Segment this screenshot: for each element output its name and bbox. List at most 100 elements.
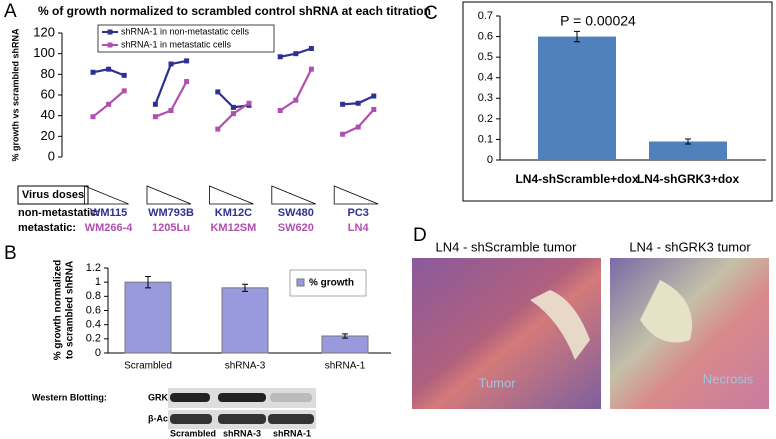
data-point xyxy=(121,88,127,94)
data-point xyxy=(168,61,174,67)
cell-line-label: KM12C xyxy=(215,207,252,219)
legend-label: shRNA-1 in metastatic cells xyxy=(121,39,232,49)
data-point xyxy=(308,46,314,51)
blot-band xyxy=(218,414,266,424)
dose-ramp xyxy=(333,185,379,205)
y-tick-label: 100 xyxy=(33,45,55,60)
data-point xyxy=(215,89,221,95)
error-bar xyxy=(342,333,348,339)
y-tick-label: 0 xyxy=(95,347,101,359)
y-tick-label: 0.1 xyxy=(478,133,493,145)
legend-box xyxy=(97,24,275,53)
data-point xyxy=(152,101,158,107)
image-title: LN4 - shGRK3 tumor xyxy=(629,239,751,254)
bar xyxy=(649,141,727,160)
y-tick-label: 0 xyxy=(48,148,55,163)
data-point xyxy=(215,126,221,132)
data-point xyxy=(340,101,346,107)
chart-title: % of growth normalized to scrambled cont… xyxy=(38,4,431,18)
cell-line-label: 1205Lu xyxy=(152,222,190,234)
data-point xyxy=(152,114,158,120)
error-bar xyxy=(145,276,151,289)
legend-marker xyxy=(107,42,113,48)
blot-band xyxy=(218,393,266,402)
dose-box xyxy=(17,185,89,205)
data-point xyxy=(184,79,190,85)
dose-ramp xyxy=(209,185,254,205)
y-tick-label: 0.8 xyxy=(86,290,101,302)
bar xyxy=(124,281,172,354)
y-axis-label: to scrambled shRNA xyxy=(65,261,76,359)
bar xyxy=(538,36,616,161)
x-tick-label: Scrambled xyxy=(124,361,172,372)
error-bar xyxy=(242,283,248,292)
y-tick-label: 40 xyxy=(41,107,55,122)
data-point xyxy=(355,124,361,130)
data-point xyxy=(121,72,127,78)
data-point xyxy=(355,100,361,106)
tissue-feature xyxy=(640,280,692,343)
y-tick-label: 120 xyxy=(33,24,55,39)
image-label: Necrosis xyxy=(703,371,754,386)
blot-band xyxy=(270,393,312,402)
panel-letter: A xyxy=(4,1,17,22)
dose-label: Virus doses xyxy=(22,189,84,201)
y-tick-label: 0.4 xyxy=(86,319,101,331)
legend-label: % growth xyxy=(309,278,354,289)
row-label: non-metastatic: xyxy=(18,207,100,219)
y-tick-label: 0.3 xyxy=(478,92,493,104)
y-axis-label: % growth normalized xyxy=(53,260,64,361)
data-point xyxy=(90,114,96,120)
data-point xyxy=(106,66,112,72)
legend-label: shRNA-1 in non-metastatic cells xyxy=(121,26,250,36)
tissue-feature xyxy=(530,290,590,360)
dose-ramp xyxy=(146,185,192,205)
data-point xyxy=(340,131,346,137)
blot-lane-label: Scrambled xyxy=(170,428,216,438)
data-point xyxy=(246,100,252,106)
blot-band xyxy=(170,393,210,402)
series-line xyxy=(92,68,375,136)
y-tick-label: 1 xyxy=(95,276,101,288)
cell-line-label: LN4 xyxy=(348,222,370,234)
dose-ramp xyxy=(84,185,129,205)
blot-row: β-Actin xyxy=(148,413,179,423)
legend-marker xyxy=(296,278,305,287)
data-point xyxy=(293,51,299,57)
y-tick-label: 1.2 xyxy=(86,262,101,274)
cell-line-label: WM793B xyxy=(148,207,194,219)
error-bar xyxy=(574,30,580,43)
y-tick-label: 0.6 xyxy=(86,304,101,316)
cell-line-label: SW620 xyxy=(278,222,314,234)
panel-letter: D xyxy=(413,225,427,246)
image-title: LN4 - shScramble tumor xyxy=(436,239,578,254)
y-tick-label: 0.2 xyxy=(86,333,101,345)
cell-line-label: KM12SM xyxy=(210,222,256,234)
blot-band xyxy=(268,414,314,424)
data-point xyxy=(168,108,174,113)
y-tick-label: 0.6 xyxy=(478,30,493,42)
x-tick-label: LN4-shScramble+dox xyxy=(515,172,638,186)
error-bar xyxy=(685,138,691,145)
annotation: P = 0.00024 xyxy=(560,13,636,29)
blot-title: Western Blotting: xyxy=(32,392,107,402)
panel-letter: C xyxy=(424,3,438,24)
cell-line-label: WM266-4 xyxy=(85,222,134,234)
data-point xyxy=(106,101,112,107)
data-point xyxy=(371,106,377,112)
y-tick-label: 0.4 xyxy=(478,72,493,84)
y-tick-label: 80 xyxy=(41,66,55,81)
data-point xyxy=(371,93,377,99)
image-label: Tumor xyxy=(478,375,516,390)
blot-lane-label: shRNA-1 xyxy=(273,428,311,438)
y-tick-label: 60 xyxy=(41,86,55,101)
x-tick-label: shRNA-3 xyxy=(225,361,266,372)
x-tick-label: LN4-shGRK3+dox xyxy=(637,172,740,186)
panel-frame xyxy=(462,1,773,202)
x-tick-label: shRNA-1 xyxy=(325,361,366,372)
data-point xyxy=(184,58,190,64)
y-tick-label: 0.2 xyxy=(478,113,493,125)
legend-marker xyxy=(107,29,113,35)
panel-letter: B xyxy=(4,243,17,264)
